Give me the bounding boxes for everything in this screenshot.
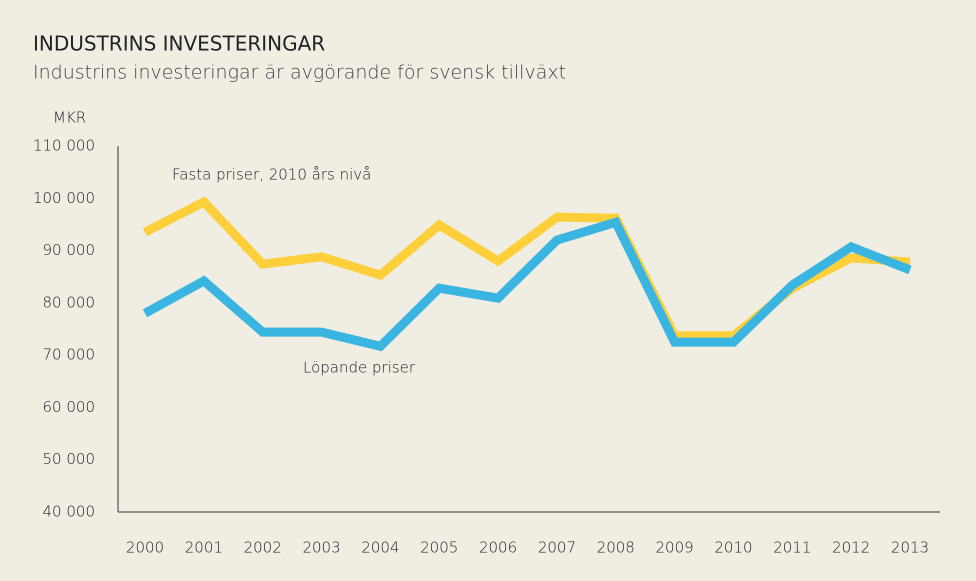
y-tick-label: 100 000 xyxy=(33,189,95,207)
y-tick-label: 40 000 xyxy=(43,503,96,521)
x-tick-label: 2013 xyxy=(891,539,929,557)
y-tick-label: 50 000 xyxy=(43,450,96,468)
x-tick-label: 2001 xyxy=(185,539,223,557)
y-tick-label: 80 000 xyxy=(43,293,96,311)
line xyxy=(142,216,912,352)
y-tick-label: 110 000 xyxy=(33,137,95,155)
chart-title: INDUSTRINS INVESTERINGAR xyxy=(33,32,325,56)
series-label: Fasta priser, 2010 års nivå xyxy=(172,166,371,184)
x-tick-label: 2005 xyxy=(420,539,458,557)
x-tick-label: 2011 xyxy=(773,539,811,557)
x-tick-label: 2000 xyxy=(126,539,164,557)
x-tick-label: 2003 xyxy=(302,539,340,557)
y-tick-label: 90 000 xyxy=(43,241,96,259)
x-tick-label: 2007 xyxy=(538,539,576,557)
x-tick-label: 2006 xyxy=(479,539,517,557)
y-tick-label: 60 000 xyxy=(43,398,96,416)
x-tick-label: 2002 xyxy=(244,539,282,557)
x-tick-label: 2008 xyxy=(597,539,635,557)
chart-subtitle: Industrins investeringar är avgörande fö… xyxy=(33,62,566,84)
y-axis-label: MKR xyxy=(53,109,86,127)
y-tick-label: 70 000 xyxy=(43,346,96,364)
x-tick-label: 2009 xyxy=(656,539,694,557)
x-tick-label: 2004 xyxy=(361,539,399,557)
x-tick-label: 2012 xyxy=(832,539,870,557)
series-label: Löpande priser xyxy=(303,359,416,377)
x-tick-label: 2010 xyxy=(714,539,752,557)
